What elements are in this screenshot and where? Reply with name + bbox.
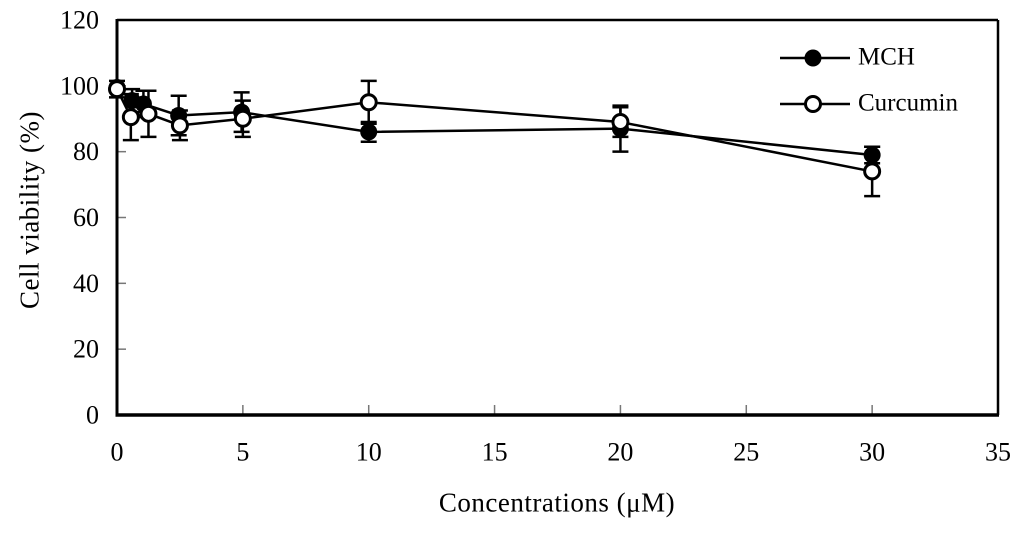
data-point-curcumin xyxy=(139,104,158,123)
y-tick-label: 0 xyxy=(86,401,99,430)
y-tick-label: 20 xyxy=(73,335,99,364)
data-point-curcumin xyxy=(121,108,140,127)
x-tick-label: 30 xyxy=(859,438,885,467)
data-point-curcumin xyxy=(611,113,630,132)
data-point-curcumin xyxy=(233,109,252,128)
y-tick-label: 80 xyxy=(73,137,99,166)
data-point-curcumin xyxy=(108,80,126,99)
legend-marker-mch xyxy=(804,49,822,67)
data-point-mch xyxy=(360,123,378,141)
x-axis-title: Concentrations (μM) xyxy=(438,487,676,518)
x-tick-label: 10 xyxy=(356,438,382,467)
y-axis-title: Cell viability (%) xyxy=(14,111,45,309)
data-point-curcumin xyxy=(863,162,882,181)
x-tick-label: 15 xyxy=(482,438,508,467)
x-tick-label: 35 xyxy=(985,438,1011,467)
legend-label-curcumin: Curcumin xyxy=(858,90,958,117)
y-tick-label: 40 xyxy=(73,269,99,298)
data-point-curcumin xyxy=(170,116,189,135)
legend-marker-curcumin xyxy=(804,95,822,113)
y-tick-label: 100 xyxy=(60,71,99,100)
legend-label-mch: MCH xyxy=(858,44,915,71)
x-tick-label: 20 xyxy=(607,438,633,467)
y-tick-label: 60 xyxy=(73,203,99,232)
x-tick-label: 25 xyxy=(733,438,759,467)
x-tick-label: 5 xyxy=(236,438,249,467)
y-tick-label: 120 xyxy=(60,6,99,35)
x-tick-label: 0 xyxy=(111,438,124,467)
data-point-curcumin xyxy=(359,93,378,112)
